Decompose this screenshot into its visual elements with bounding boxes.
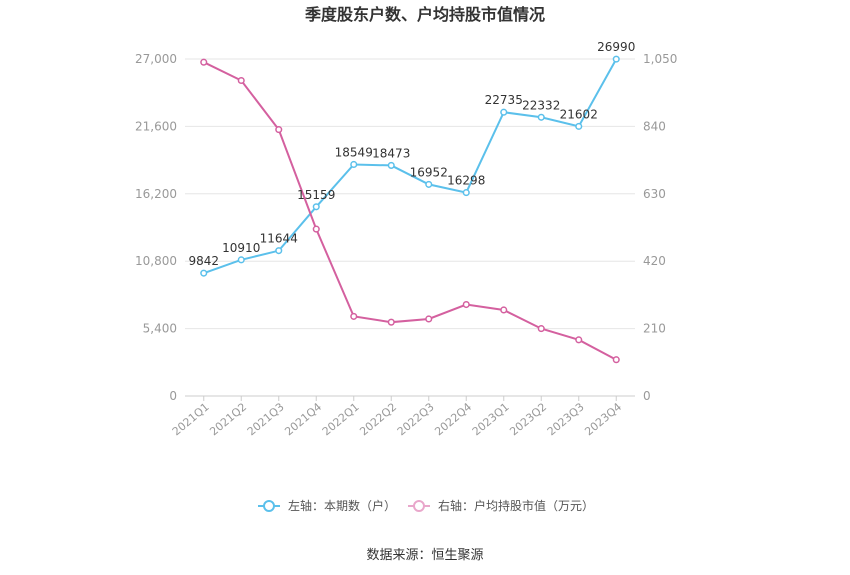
- data-point-left[interactable]: [237, 256, 245, 264]
- data-label: 16298: [447, 174, 485, 188]
- data-label: 22735: [485, 93, 523, 107]
- left-tick-label: 0: [169, 389, 177, 403]
- data-point-right[interactable]: [237, 76, 245, 85]
- left-tick-label: 5,400: [143, 322, 177, 336]
- x-tick-label: 2021Q2: [207, 400, 249, 438]
- data-point-right[interactable]: [350, 312, 358, 320]
- data-label: 16952: [410, 165, 448, 179]
- data-point-right[interactable]: [537, 325, 545, 333]
- data-label: 15159: [297, 188, 335, 202]
- x-tick-label: 2022Q1: [320, 400, 362, 438]
- x-tick-label: 2022Q4: [432, 400, 474, 438]
- legend-marker-right: [413, 500, 425, 512]
- data-point-right[interactable]: [387, 318, 395, 326]
- data-point-right[interactable]: [575, 336, 583, 344]
- data-point-right[interactable]: [312, 225, 320, 233]
- legend: 左轴：本期数（户） 右轴：户均持股市值（万元）: [258, 498, 594, 513]
- right-axis: 0 210 420 630 840 1,050: [643, 52, 677, 403]
- chart-title: 季度股东户数、户均持股市值情况: [304, 5, 545, 24]
- x-tick-label: 2021Q3: [245, 400, 287, 438]
- data-label: 18549: [335, 145, 373, 159]
- data-point-right[interactable]: [500, 306, 508, 314]
- x-tick-label: 2021Q1: [170, 400, 212, 438]
- x-tick-label: 2023Q2: [507, 400, 549, 438]
- right-tick-label: 1,050: [643, 52, 677, 66]
- x-tick-label: 2022Q3: [395, 400, 437, 438]
- legend-item-left[interactable]: 左轴：本期数（户）: [258, 498, 396, 513]
- left-tick-label: 21,600: [135, 119, 177, 133]
- left-axis: 0 5,400 10,800 16,200 21,600 27,000: [135, 52, 177, 403]
- series-line-right: [203, 61, 617, 361]
- source-note: 数据来源：恒生聚源: [366, 548, 483, 563]
- left-tick-label: 16,200: [135, 187, 177, 201]
- data-point-left[interactable]: [575, 122, 583, 130]
- series-line-left: [203, 58, 618, 275]
- data-label: 18473: [372, 146, 410, 160]
- data-label: 22332: [522, 98, 560, 112]
- data-label: 11644: [260, 232, 298, 246]
- data-point-left[interactable]: [537, 113, 545, 121]
- legend-label-left: 左轴：本期数（户）: [288, 498, 396, 513]
- right-tick-label: 840: [643, 119, 666, 133]
- series-layer: [200, 55, 620, 364]
- data-point-left[interactable]: [312, 203, 320, 211]
- data-point-left[interactable]: [500, 108, 508, 116]
- right-tick-label: 630: [643, 187, 666, 201]
- right-tick-label: 210: [643, 322, 666, 336]
- data-point-right[interactable]: [200, 58, 208, 66]
- data-point-right[interactable]: [425, 315, 433, 323]
- data-point-right[interactable]: [462, 300, 470, 309]
- legend-label-right: 右轴：户均持股市值（万元）: [438, 498, 594, 513]
- data-point-left[interactable]: [387, 161, 395, 169]
- data-point-left[interactable]: [425, 180, 433, 188]
- data-point-left[interactable]: [612, 55, 620, 63]
- x-tick-label: 2022Q2: [357, 400, 399, 438]
- right-tick-label: 0: [643, 389, 651, 403]
- x-tick-label: 2021Q4: [282, 400, 324, 438]
- data-point-left[interactable]: [275, 247, 283, 255]
- legend-marker-left: [263, 500, 275, 512]
- data-point-left[interactable]: [462, 189, 470, 197]
- x-tick-label: 2023Q1: [470, 400, 512, 438]
- data-point-right[interactable]: [275, 126, 283, 134]
- data-label: 9842: [188, 254, 219, 268]
- left-tick-label: 27,000: [135, 52, 177, 66]
- data-label: 21602: [560, 107, 598, 121]
- right-tick-label: 420: [643, 254, 666, 268]
- x-tick-label: 2023Q3: [545, 400, 587, 438]
- legend-item-right[interactable]: 右轴：户均持股市值（万元）: [408, 498, 594, 513]
- data-point-right[interactable]: [612, 356, 620, 364]
- data-label: 26990: [597, 40, 635, 54]
- data-label: 10910: [222, 241, 260, 255]
- x-axis: 2021Q12021Q22021Q32021Q42022Q12022Q22022…: [170, 396, 624, 438]
- data-point-left[interactable]: [350, 160, 358, 169]
- left-tick-label: 10,800: [135, 254, 177, 268]
- data-point-left[interactable]: [200, 269, 208, 277]
- grid: [185, 58, 635, 397]
- x-tick-label: 2023Q4: [582, 400, 624, 438]
